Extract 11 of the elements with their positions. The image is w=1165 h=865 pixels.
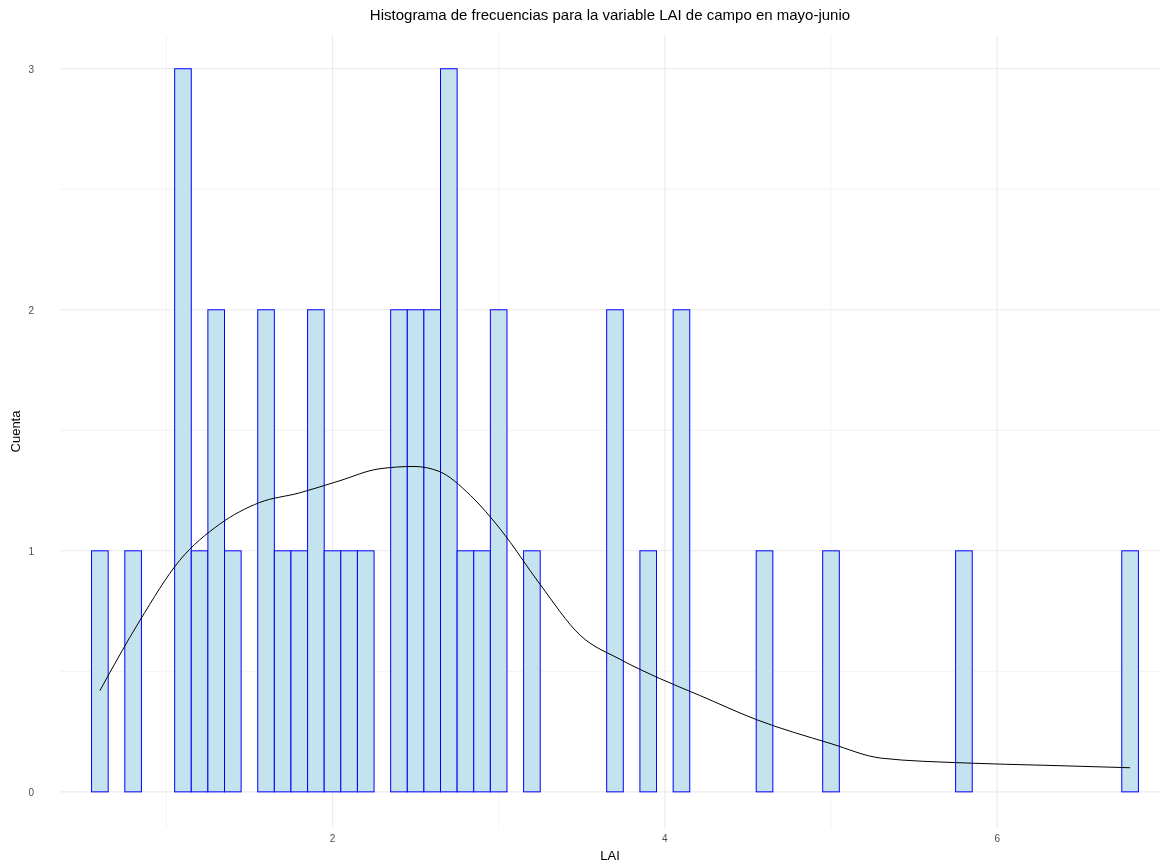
x-axis-title: LAI [600, 848, 620, 863]
y-tick-label: 3 [28, 63, 35, 75]
line-series [99, 465, 1131, 769]
y-tick-label: 2 [28, 304, 35, 316]
x-tick-label: 4 [662, 833, 669, 844]
y-tick-label: 1 [28, 545, 35, 557]
y-tick-label: 0 [28, 786, 35, 798]
chart-title: Histograma de frecuencias para la variable LAI de campo en mayo-junio [369, 6, 851, 23]
x-tick-label: 2 [329, 833, 336, 844]
x-tick-label: 6 [994, 833, 1001, 844]
y-axis-title: Cuenta [8, 409, 23, 453]
